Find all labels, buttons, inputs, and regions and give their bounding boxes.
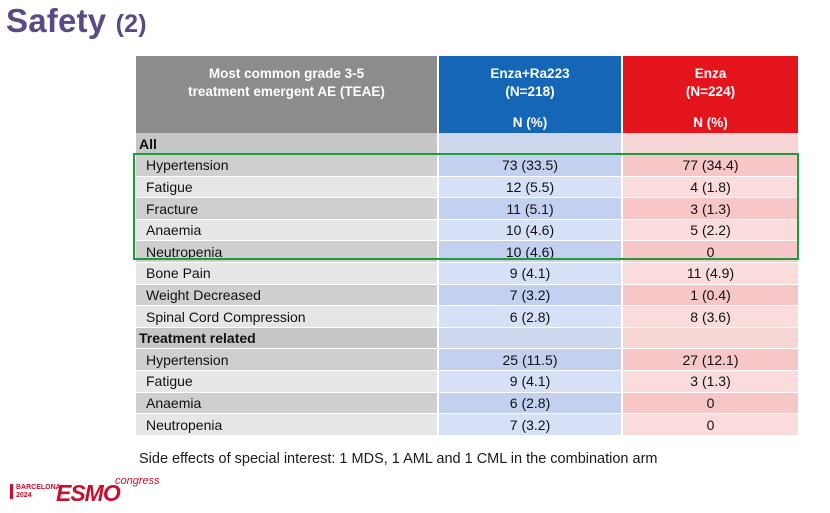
header-mono-arm: Enza (N=224) [622, 56, 798, 112]
ae-name-cell: Anaemia [136, 392, 438, 415]
logo-brand: ESMO [56, 480, 121, 506]
combo-value-cell: 10 (4.6) [437, 219, 622, 242]
logo-city-year: 2024 [16, 491, 32, 499]
header-ae-line2: treatment emergent AE (TEAE) [188, 84, 385, 99]
table-row: Fatigue 9 (4.1) 3 (1.3) [136, 370, 798, 393]
combo-value-cell: 7 (3.2) [437, 284, 622, 307]
ae-name-cell: Bone Pain [136, 262, 438, 285]
slide-title: Safety (2) [6, 2, 147, 40]
logo-city: BARCELONA 2024 [10, 484, 61, 499]
mono-value-cell: 4 (1.8) [621, 176, 798, 199]
section-blank-mono [621, 133, 798, 156]
combo-value-cell: 11 (5.1) [437, 197, 622, 220]
slide-title-number: (2) [115, 10, 147, 38]
table-row: Fatigue 12 (5.5) 4 (1.8) [136, 176, 798, 199]
table-row: Bone Pain 9 (4.1) 11 (4.9) [136, 262, 798, 285]
header-combo-unit: N (%) [438, 112, 623, 133]
table-row: Fracture 11 (5.1) 3 (1.3) [136, 197, 798, 220]
header-combo-arm: Enza+Ra223 (N=218) [438, 56, 623, 112]
slide-title-main: Safety [6, 2, 107, 39]
mono-value-cell: 1 (0.4) [621, 284, 798, 307]
mono-value-cell: 3 (1.3) [621, 197, 798, 220]
section-blank-combo [437, 327, 622, 350]
header-mono-unit: N (%) [622, 112, 798, 133]
section-blank-mono [621, 327, 798, 350]
mono-value-cell: 5 (2.2) [621, 219, 798, 242]
ae-name-cell: Hypertension [136, 154, 438, 177]
mono-value-cell: 11 (4.9) [621, 262, 798, 285]
combo-value-cell: 9 (4.1) [437, 370, 622, 393]
section-row: Treatment related [136, 327, 798, 350]
table-row: Anaemia 10 (4.6) 5 (2.2) [136, 219, 798, 242]
table-body: All Hypertension 73 (33.5) 77 (34.4) Fatigue… [136, 133, 798, 436]
mono-value-cell: 27 (12.1) [621, 348, 798, 372]
table-row: Weight Decreased 7 (3.2) 1 (0.4) [136, 284, 798, 307]
logo-congress: congress [115, 475, 160, 487]
table-row: Anaemia 6 (2.8) 0 [136, 392, 798, 415]
table-row: Neutropenia 10 (4.6) 0 [136, 240, 798, 264]
combo-value-cell: 6 (2.8) [437, 392, 622, 415]
footnote: Side effects of special interest: 1 MDS,… [139, 451, 658, 467]
combo-value-cell: 10 (4.6) [437, 240, 622, 264]
ae-name-cell: Neutropenia [136, 240, 438, 264]
logo-city-name: BARCELONA [16, 484, 61, 491]
table-row: Spinal Cord Compression 6 (2.8) 8 (3.6) [136, 305, 798, 328]
mono-value-cell: 0 [621, 392, 798, 415]
table-row: Hypertension 73 (33.5) 77 (34.4) [136, 154, 798, 177]
ae-name-cell: Fracture [136, 197, 438, 220]
combo-value-cell: 73 (33.5) [437, 154, 622, 177]
ae-name-cell: Spinal Cord Compression [136, 305, 438, 328]
section-label: All [136, 133, 438, 156]
combo-value-cell: 25 (11.5) [437, 348, 622, 372]
combo-value-cell: 9 (4.1) [437, 262, 622, 285]
teae-table: Most common grade 3-5 treatment emergent… [136, 56, 798, 436]
header-ae: Most common grade 3-5 treatment emergent… [136, 56, 439, 112]
header-combo-name: Enza+Ra223 [490, 66, 570, 81]
ae-name-cell: Fatigue [136, 176, 438, 199]
header-ae-line1: Most common grade 3-5 [208, 66, 365, 81]
combo-value-cell: 12 (5.5) [437, 176, 622, 199]
header-ae-unit-blank [136, 112, 439, 133]
section-row: All [136, 133, 798, 156]
section-label: Treatment related [136, 327, 438, 350]
table-row: Neutropenia 7 (3.2) 0 [136, 413, 798, 436]
section-blank-combo [437, 133, 622, 156]
combo-value-cell: 6 (2.8) [437, 305, 622, 328]
table-row: Hypertension 25 (11.5) 27 (12.1) [136, 348, 798, 372]
header-mono-n: (N=224) [685, 84, 736, 99]
ae-name-cell: Anaemia [136, 219, 438, 242]
ae-name-cell: Weight Decreased [136, 284, 438, 307]
esmo-logo: BARCELONA 2024 ESMO congress [10, 474, 170, 506]
combo-value-cell: 7 (3.2) [437, 413, 622, 436]
mono-value-cell: 0 [621, 413, 798, 436]
header-mono-name: Enza [694, 66, 727, 81]
ae-name-cell: Fatigue [136, 370, 438, 393]
ae-name-cell: Neutropenia [136, 413, 438, 436]
header-combo-n: (N=218) [505, 84, 555, 99]
ae-name-cell: Hypertension [136, 348, 438, 372]
mono-value-cell: 8 (3.6) [621, 305, 798, 328]
mono-value-cell: 77 (34.4) [621, 154, 798, 177]
mono-value-cell: 0 [621, 240, 798, 264]
mono-value-cell: 3 (1.3) [621, 370, 798, 393]
